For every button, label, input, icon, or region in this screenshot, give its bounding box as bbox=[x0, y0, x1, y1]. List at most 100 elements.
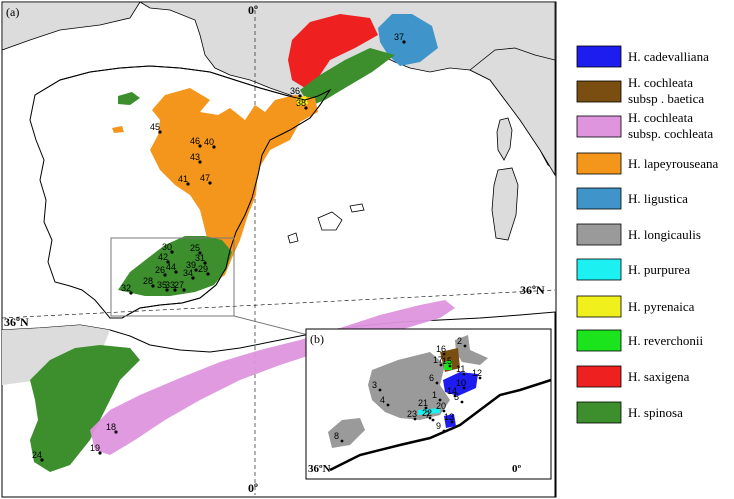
site-marker bbox=[114, 430, 118, 434]
lat-36-line bbox=[1, 289, 556, 319]
site-label: 42 bbox=[158, 252, 168, 262]
inset-cadevalliana-main bbox=[443, 372, 478, 396]
site-label: 29 bbox=[198, 264, 208, 274]
site-marker bbox=[460, 400, 464, 404]
range-saxigena bbox=[288, 14, 378, 88]
inset-reverchonii bbox=[444, 360, 452, 370]
site-marker bbox=[182, 288, 186, 292]
site-marker bbox=[194, 268, 198, 272]
site-label: 36 bbox=[290, 86, 300, 96]
site-label: 3 bbox=[372, 380, 377, 390]
site-marker bbox=[165, 288, 169, 292]
site-label: 25 bbox=[190, 243, 200, 253]
left-top-land bbox=[1, 1, 141, 51]
legend-label-spinosa: H. spinosa bbox=[628, 405, 683, 420]
site-label: 28 bbox=[143, 276, 153, 286]
inset-longicaulis-sw bbox=[328, 418, 365, 448]
site-label: 40 bbox=[204, 137, 214, 147]
legend-label-lapeyrouseana: H. lapeyrouseana bbox=[628, 156, 718, 171]
legend-swatch-saxigena bbox=[576, 365, 622, 388]
site-marker bbox=[304, 106, 308, 110]
legend-label-cochleata_baetica: H. cochleata subsp . baetica bbox=[628, 75, 704, 106]
site-label: 35 bbox=[157, 280, 167, 290]
iberia-coastline-overlay bbox=[34, 65, 332, 319]
site-label: 4 bbox=[380, 395, 385, 405]
site-label: 47 bbox=[200, 173, 210, 183]
site-marker bbox=[203, 261, 207, 265]
site-label: 24 bbox=[32, 450, 42, 460]
site-marker bbox=[340, 439, 344, 443]
site-label: 14 bbox=[447, 386, 457, 396]
legend-swatch-reverchonii bbox=[576, 329, 622, 352]
site-marker bbox=[448, 364, 452, 368]
site-label: 41 bbox=[178, 174, 188, 184]
inset-longicaulis-main bbox=[368, 352, 450, 420]
site-label: 10 bbox=[456, 378, 466, 388]
range-spinosa-betic bbox=[118, 236, 232, 296]
site-label: 30 bbox=[162, 242, 172, 252]
site-marker bbox=[170, 250, 174, 254]
site-label: 19 bbox=[90, 443, 100, 453]
legend-label-saxigena: H. saxigena bbox=[628, 369, 690, 384]
site-marker bbox=[151, 284, 155, 288]
site-marker bbox=[40, 458, 44, 462]
site-marker bbox=[198, 144, 202, 148]
site-marker bbox=[198, 160, 202, 164]
corsica-land bbox=[496, 117, 513, 161]
site-label: 2 bbox=[457, 336, 462, 346]
inset-locator-box bbox=[110, 237, 235, 317]
legend-swatch-cochleata_cochleata bbox=[576, 115, 622, 138]
legend-label-purpurea: H. purpurea bbox=[628, 262, 690, 277]
site-label: 7 bbox=[425, 410, 430, 420]
site-label: 32 bbox=[121, 283, 131, 293]
site-label: 13 bbox=[444, 412, 454, 422]
legend-swatch-cochleata_baetica bbox=[576, 80, 622, 103]
meridian-label-bottom: 0º bbox=[248, 481, 258, 495]
site-marker bbox=[453, 394, 457, 398]
site-label: 27 bbox=[174, 280, 184, 290]
site-marker bbox=[413, 417, 417, 421]
legend-swatch-longicaulis bbox=[576, 223, 622, 246]
legend-swatch-pyrenaica bbox=[576, 295, 622, 318]
inset-meridian-label: 0º bbox=[512, 463, 522, 475]
site-label: 23 bbox=[407, 409, 417, 419]
site-marker bbox=[402, 40, 406, 44]
site-marker bbox=[442, 429, 446, 433]
lat-label-right: 36ºN bbox=[520, 283, 545, 297]
site-label: 21 bbox=[418, 398, 428, 408]
legend-swatch-spinosa bbox=[576, 401, 622, 424]
meridian-label-top: 0º bbox=[248, 3, 258, 17]
site-label: 22 bbox=[422, 408, 432, 418]
site-marker bbox=[428, 416, 432, 420]
site-marker bbox=[462, 386, 466, 390]
site-marker bbox=[166, 260, 170, 264]
range-lapeyrouseana-small bbox=[112, 126, 124, 133]
site-marker bbox=[462, 372, 466, 376]
inset-longicaulis-ne bbox=[455, 335, 488, 365]
lat-label-left: 36ºN bbox=[4, 315, 29, 329]
legend-label-ligustica: H. ligustica bbox=[628, 191, 688, 206]
site-label: 18 bbox=[106, 422, 116, 432]
site-label: 38 bbox=[296, 98, 306, 108]
site-marker bbox=[435, 381, 439, 385]
site-label: 31 bbox=[195, 253, 205, 263]
site-label: 39 bbox=[186, 260, 196, 270]
mallorca-land bbox=[317, 211, 343, 231]
site-marker bbox=[424, 406, 428, 410]
site-label: 26 bbox=[155, 265, 165, 275]
site-marker bbox=[431, 418, 435, 422]
site-marker bbox=[386, 403, 390, 407]
site-marker bbox=[208, 181, 212, 185]
menorca-land bbox=[349, 203, 365, 213]
site-marker bbox=[463, 344, 467, 348]
panel-b-label: (b) bbox=[310, 332, 324, 346]
legend-swatch-cadevalliana bbox=[576, 45, 622, 68]
panel-a-label: (a) bbox=[6, 5, 19, 19]
site-marker bbox=[206, 272, 210, 276]
site-marker bbox=[173, 288, 177, 292]
africa-interior-shade bbox=[2, 325, 110, 385]
site-label: 9 bbox=[436, 421, 441, 431]
